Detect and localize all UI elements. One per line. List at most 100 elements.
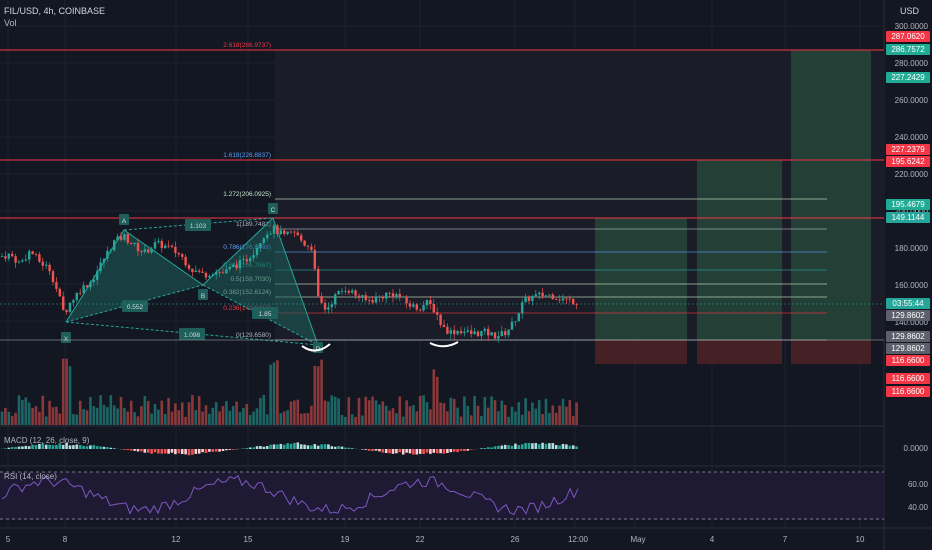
time-axis-tick: 12:00	[568, 535, 589, 544]
volume-bar	[520, 414, 524, 425]
volume-bar	[350, 414, 354, 425]
volume-bar	[72, 413, 75, 425]
time-axis-tick: 7	[783, 535, 788, 544]
volume-bar	[140, 406, 143, 425]
candle-body	[160, 240, 163, 249]
price-tag: 195.6242	[886, 156, 930, 167]
volume-bar	[568, 400, 572, 425]
macd-bar	[510, 445, 514, 449]
macd-bar	[524, 442, 527, 449]
volume-bar	[4, 407, 7, 425]
candle-body	[109, 250, 112, 252]
macd-bar	[541, 442, 544, 449]
price-axis-tick: 200.0000	[895, 207, 929, 216]
time-axis-tick: 19	[341, 535, 350, 544]
macd-bar	[401, 449, 405, 455]
symbol-title[interactable]: FIL/USD, 4h, COINBASE	[4, 6, 106, 16]
candle-body	[55, 281, 58, 289]
fib-level-label: 2.618(286.9737)	[223, 42, 271, 49]
candle-body	[323, 302, 327, 310]
macd-bar	[340, 446, 344, 449]
macd-bar	[337, 446, 340, 449]
candle-body	[211, 274, 214, 276]
volume-bar	[208, 413, 211, 425]
bottom-arc-2	[429, 341, 459, 348]
volume-bar	[503, 404, 507, 425]
macd-bar	[34, 445, 38, 449]
rsi-label[interactable]: RSI (14, close)	[4, 472, 57, 481]
candle-body	[327, 307, 330, 310]
volume-bar	[7, 411, 11, 425]
volume-bar	[514, 411, 517, 425]
volume-label[interactable]: Vol	[4, 18, 17, 28]
candle-body	[493, 332, 497, 339]
volume-bar	[255, 408, 259, 425]
candle-body	[279, 230, 282, 235]
candle-body	[68, 302, 72, 312]
price-axis-tick: 140.0000	[895, 318, 929, 327]
candle-body	[96, 271, 99, 280]
candle-body	[28, 251, 31, 260]
volume-bar	[252, 411, 255, 425]
candle-body	[218, 271, 221, 273]
candle-body	[453, 330, 456, 335]
candlestick-series	[0, 223, 578, 343]
fib-shade	[275, 50, 885, 340]
candle-body	[510, 321, 514, 330]
candle-body	[184, 256, 187, 266]
volume-bar	[554, 412, 558, 425]
macd-bar	[571, 445, 575, 449]
candle-body	[476, 331, 480, 337]
candle-body	[487, 328, 490, 336]
volume-bar	[177, 410, 181, 425]
candle-body	[242, 259, 245, 261]
volume-bar	[333, 396, 337, 425]
volume-bar	[10, 415, 14, 425]
macd-label[interactable]: MACD (12, 26, close, 9)	[4, 436, 90, 445]
macd-bar	[143, 449, 147, 453]
macd-bar	[442, 449, 446, 454]
macd-bar	[140, 449, 143, 452]
macd-bar	[106, 447, 109, 449]
candle-body	[235, 264, 238, 269]
macd-bar	[170, 449, 174, 453]
candle-body	[147, 249, 150, 253]
volume-bar	[429, 409, 432, 425]
macd-bar	[61, 444, 65, 449]
volume-bar	[282, 411, 286, 425]
volume-bar	[486, 407, 490, 425]
candle-body	[463, 331, 466, 334]
macd-bar	[259, 446, 262, 449]
volume-bar	[143, 396, 147, 425]
volume-bar	[289, 401, 293, 425]
volume-bar	[378, 404, 381, 425]
pattern-point-c	[268, 203, 278, 214]
macd-bar	[313, 444, 317, 449]
currency-label[interactable]: USD	[900, 6, 920, 16]
candle-body	[113, 240, 116, 251]
candle-body	[133, 242, 136, 245]
candle-body	[320, 296, 323, 303]
macd-bar	[24, 445, 28, 449]
macd-bar	[153, 449, 157, 453]
volume-bar	[95, 407, 99, 425]
pattern-point-a	[119, 214, 129, 225]
volume-bar	[316, 366, 320, 425]
volume-bar	[204, 405, 208, 425]
candle-body	[378, 296, 381, 298]
macd-bar	[486, 447, 490, 449]
time-axis-tick: 5	[6, 535, 11, 544]
candle-body	[381, 296, 384, 299]
candle-body	[541, 292, 544, 297]
volume-bar	[119, 397, 123, 425]
macd-bar	[248, 447, 252, 449]
volume-bar	[51, 407, 55, 425]
macd-bar	[551, 443, 555, 449]
macd-bar	[422, 449, 425, 454]
macd-bar	[347, 447, 351, 449]
volume-bar	[490, 396, 493, 425]
volume-bar	[340, 414, 344, 425]
candle-body	[436, 312, 439, 315]
candle-body	[422, 305, 425, 311]
